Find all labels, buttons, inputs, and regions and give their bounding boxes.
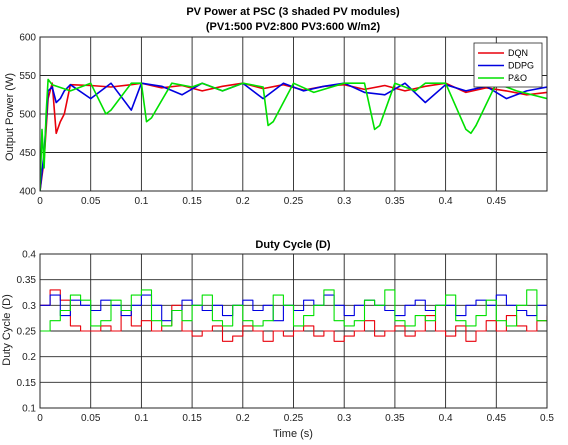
x-tick-label: 0.35 — [385, 413, 405, 424]
y-tick-label: 0.3 — [22, 301, 36, 312]
bottom-plot-area: 0.1 0.15 0.2 0.25 0.3 0.35 0.4 0 0.05 0.1 0.15 0.2 0… — [17, 250, 555, 425]
legend-entry: DQN — [508, 48, 528, 58]
x-tick-label: 0.5 — [540, 413, 554, 424]
x-tick-label: 0.4 — [439, 413, 453, 424]
y-tick-label: 400 — [19, 187, 36, 198]
legend-entry: P&O — [508, 73, 527, 83]
x-tick-label: 0.45 — [487, 196, 507, 207]
series-group — [40, 289, 547, 342]
x-tick-label: 0.2 — [236, 413, 250, 424]
top-chart-title: PV Power at PSC (3 shaded PV modules) — [186, 6, 400, 18]
top-plot-area: 400 450 500 550 600 0 0.05 0.1 0.15 0.2 0.25 0.3 0.3… — [19, 33, 548, 207]
x-tick-label: 0.1 — [134, 413, 148, 424]
x-tick-label: 0.25 — [284, 413, 304, 424]
x-tick-label: 0.45 — [487, 413, 507, 424]
y-tick-label: 600 — [19, 33, 36, 44]
x-tick-label: 0.05 — [81, 196, 101, 207]
x-tick-label: 0.35 — [385, 196, 405, 207]
y-tick-label: 0.1 — [22, 404, 36, 415]
series-line-po — [40, 78, 547, 191]
plot-frame — [39, 36, 548, 192]
y-tick-label: 0.25 — [17, 327, 37, 338]
y-tick-label: 0.15 — [17, 378, 37, 389]
series-line-dqn — [40, 289, 547, 342]
series-group — [40, 78, 547, 191]
legend-entry: DDPG — [508, 61, 534, 71]
x-tick-label: 0.2 — [236, 196, 250, 207]
x-tick-label: 0.25 — [284, 196, 304, 207]
top-chart-ylabel: Output Power (W) — [4, 73, 16, 161]
x-tick-label: 0.3 — [337, 196, 351, 207]
y-tick-label: 0.4 — [22, 250, 36, 261]
top-chart-subtitle: (PV1:500 PV2:800 PV3:600 W/m2) — [206, 21, 381, 33]
y-tick-label: 0.2 — [22, 352, 36, 363]
y-tick-label: 450 — [19, 148, 36, 159]
x-tick-label: 0.3 — [337, 413, 351, 424]
x-tick-label: 0.4 — [439, 196, 453, 207]
x-tick-label: 0.05 — [81, 413, 101, 424]
x-tick-label: 0 — [37, 413, 43, 424]
y-tick-label: 500 — [19, 110, 36, 121]
bottom-chart-title: Duty Cycle (D) — [255, 239, 331, 251]
top-chart: PV Power at PSC (3 shaded PV modules) (P… — [4, 6, 548, 207]
x-tick-label: 0.1 — [134, 196, 148, 207]
plot-frame — [39, 253, 548, 409]
x-tick-label: 0 — [37, 196, 43, 207]
y-tick-label: 0.35 — [17, 275, 37, 286]
x-tick-label: 0.15 — [182, 196, 202, 207]
x-tick-label: 0.15 — [182, 413, 202, 424]
bottom-chart-ylabel: Duty Cycle (D) — [1, 294, 13, 366]
bottom-chart-xlabel: Time (s) — [273, 428, 313, 440]
bottom-chart: Duty Cycle (D) Duty Cycle (D) Time (s) 0… — [1, 239, 554, 440]
series-line-po — [40, 289, 547, 332]
y-tick-label: 550 — [19, 71, 36, 82]
